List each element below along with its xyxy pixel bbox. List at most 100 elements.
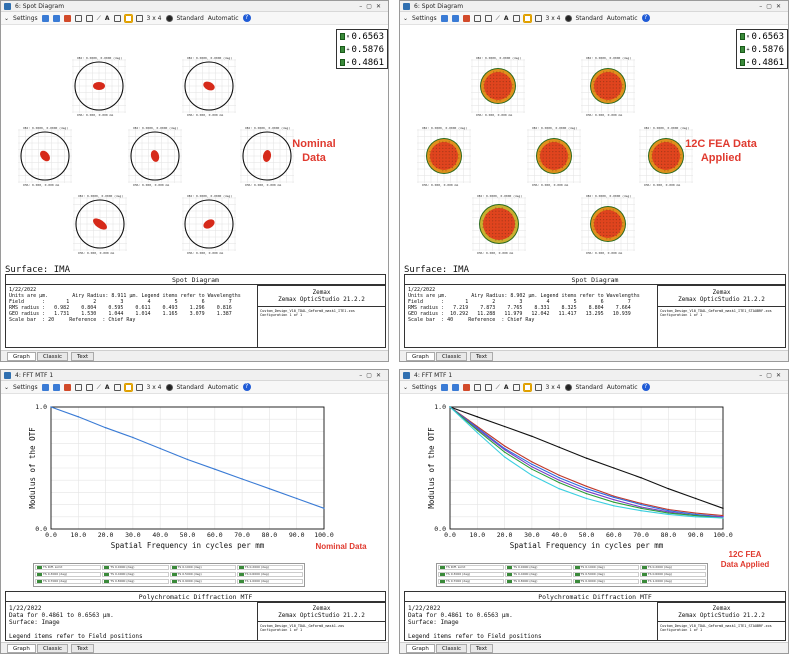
tab-text[interactable]: Text: [71, 644, 95, 653]
automatic-dropdown[interactable]: Automatic: [207, 14, 239, 22]
settings-button[interactable]: Settings: [13, 383, 38, 391]
automatic-dropdown[interactable]: Automatic: [207, 383, 239, 391]
grid-icon[interactable]: [123, 382, 133, 392]
tab-classic[interactable]: Classic: [436, 644, 468, 653]
tab-graph[interactable]: Graph: [7, 644, 36, 653]
line-icon[interactable]: ⟋: [495, 14, 500, 22]
copy-icon[interactable]: [113, 14, 121, 22]
refresh-icon[interactable]: [41, 14, 49, 22]
line-icon[interactable]: ⟋: [96, 14, 101, 22]
tab-graph[interactable]: Graph: [7, 352, 36, 361]
refresh-icon[interactable]: [440, 383, 448, 391]
line-icon[interactable]: ⟋: [96, 383, 101, 391]
spot-dot: [677, 154, 679, 156]
grid-icon[interactable]: [123, 13, 133, 23]
legend-swatch: [740, 46, 746, 53]
camera-icon[interactable]: [534, 383, 542, 391]
chevron-down-icon[interactable]: ⌄: [4, 383, 10, 391]
window-titlebar: 6: Spot Diagram –▢✕: [400, 1, 788, 12]
tab-text[interactable]: Text: [470, 352, 494, 361]
window-controls[interactable]: –▢✕: [359, 3, 385, 10]
save-icon[interactable]: [451, 14, 459, 22]
save-icon[interactable]: [52, 14, 60, 22]
window-controls[interactable]: –▢✕: [759, 372, 785, 379]
help-icon[interactable]: ?: [242, 14, 251, 22]
rectangle-icon[interactable]: [484, 14, 492, 22]
standard-dropdown[interactable]: Standard: [575, 14, 603, 22]
tab-text[interactable]: Text: [470, 644, 494, 653]
help-icon[interactable]: ?: [641, 383, 650, 391]
standard-dropdown[interactable]: Standard: [176, 14, 204, 22]
automatic-dropdown[interactable]: Automatic: [606, 14, 638, 22]
settings-button[interactable]: Settings: [412, 383, 437, 391]
target-icon[interactable]: [165, 383, 173, 391]
text-icon[interactable]: A: [104, 383, 110, 391]
legend-item: TS 0.5000 (deg): [572, 572, 639, 577]
tab-graph[interactable]: Graph: [406, 352, 435, 361]
target-icon[interactable]: [564, 383, 572, 391]
text-icon[interactable]: A: [503, 383, 509, 391]
help-icon[interactable]: ?: [242, 383, 251, 391]
info-panel: Polychromatic Diffraction MTF 1/22/2022 …: [5, 591, 386, 641]
tab-classic[interactable]: Classic: [436, 352, 468, 361]
info-panel: Spot Diagram 1/22/2022 Units are µm. Air…: [5, 274, 386, 348]
camera-icon[interactable]: [534, 14, 542, 22]
spot-dot: [615, 93, 617, 95]
layout-select[interactable]: 3 x 4: [146, 383, 162, 391]
tab-classic[interactable]: Classic: [37, 644, 69, 653]
standard-dropdown[interactable]: Standard: [176, 383, 204, 391]
standard-dropdown[interactable]: Standard: [575, 383, 603, 391]
tab-graph[interactable]: Graph: [406, 644, 435, 653]
spot-dot: [615, 90, 617, 92]
layout-select[interactable]: 3 x 4: [545, 383, 561, 391]
tab-text[interactable]: Text: [71, 352, 95, 361]
pencil-icon[interactable]: [74, 383, 82, 391]
target-icon[interactable]: [564, 14, 572, 22]
pencil-icon[interactable]: [473, 14, 481, 22]
save-icon[interactable]: [451, 383, 459, 391]
chevron-down-icon[interactable]: ⌄: [4, 14, 10, 22]
camera-icon[interactable]: [135, 383, 143, 391]
copy-icon[interactable]: [512, 383, 520, 391]
settings-button[interactable]: Settings: [412, 14, 437, 22]
rectangle-icon[interactable]: [484, 383, 492, 391]
grid-icon[interactable]: [522, 382, 532, 392]
spot-dot: [609, 219, 611, 221]
text-icon[interactable]: A: [503, 14, 509, 22]
data-point: [503, 456, 506, 458]
window-controls[interactable]: –▢✕: [759, 3, 785, 10]
settings-button[interactable]: Settings: [13, 14, 38, 22]
print-icon[interactable]: [462, 383, 470, 391]
print-icon[interactable]: [63, 14, 71, 22]
pencil-icon[interactable]: [473, 383, 481, 391]
chevron-down-icon[interactable]: ⌄: [403, 383, 409, 391]
text-icon[interactable]: A: [104, 14, 110, 22]
spot-field-label: OBJ: 0.0000, 0.0000 (deg): [78, 194, 123, 198]
print-icon[interactable]: [63, 383, 71, 391]
help-icon[interactable]: ?: [641, 14, 650, 22]
refresh-icon[interactable]: [440, 14, 448, 22]
tab-classic[interactable]: Classic: [37, 352, 69, 361]
copy-icon[interactable]: [113, 383, 121, 391]
spot-dot: [657, 154, 659, 156]
print-icon[interactable]: [462, 14, 470, 22]
grid-icon[interactable]: [522, 13, 532, 23]
automatic-dropdown[interactable]: Automatic: [606, 383, 638, 391]
spot-dot: [483, 84, 485, 86]
rectangle-icon[interactable]: [85, 383, 93, 391]
chevron-down-icon[interactable]: ⌄: [403, 14, 409, 22]
pencil-icon[interactable]: [74, 14, 82, 22]
layout-select[interactable]: 3 x 4: [146, 14, 162, 22]
window-controls[interactable]: –▢✕: [359, 372, 385, 379]
rectangle-icon[interactable]: [85, 14, 93, 22]
mtf-chart: 0.0 10.0 20.0 30.0 40.0 50.0 60.0 70.0 80.0 90.0 1…: [427, 403, 733, 550]
layout-select[interactable]: 3 x 4: [545, 14, 561, 22]
copy-icon[interactable]: [512, 14, 520, 22]
save-icon[interactable]: [52, 383, 60, 391]
line-icon[interactable]: ⟋: [495, 383, 500, 391]
spot-dot: [673, 163, 675, 165]
target-icon[interactable]: [165, 14, 173, 22]
legend-item: TS 0.3000 (deg): [35, 572, 102, 577]
camera-icon[interactable]: [135, 14, 143, 22]
refresh-icon[interactable]: [41, 383, 49, 391]
